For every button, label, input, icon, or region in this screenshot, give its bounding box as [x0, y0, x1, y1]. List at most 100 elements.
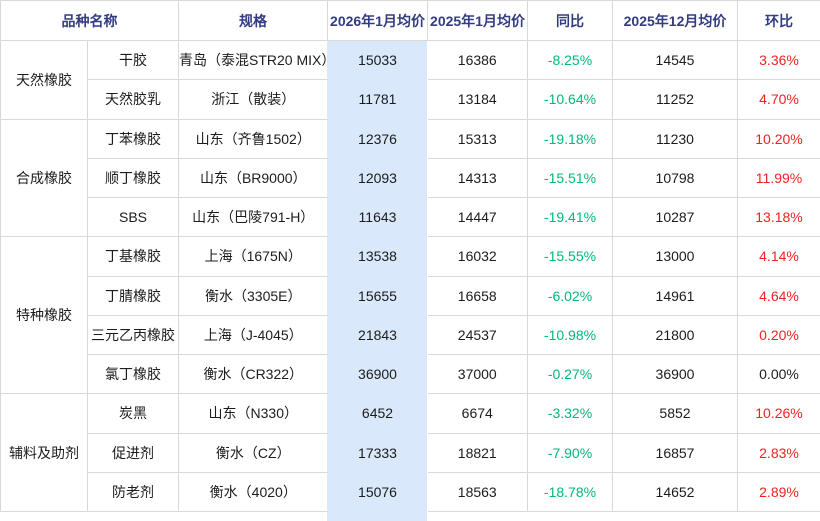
- avg-2026-01-cell: 15033: [327, 39, 428, 80]
- avg-2025-12-cell: 5852: [612, 393, 738, 434]
- avg-2026-01-cell: 21843: [358, 326, 397, 343]
- product-cell: 丁腈橡胶: [87, 275, 179, 316]
- avg-2026-01-cell: 13538: [358, 248, 397, 265]
- table-row: 促进剂 衡水（CZ） 17333 18821 -7.90% 16857 2.83…: [1, 432, 820, 473]
- mom-cell: 2.89%: [737, 471, 820, 513]
- table-row: SBS 山东（巴陵791-H） 11643 14447 -19.41% 1028…: [1, 196, 820, 238]
- avg-2025-12-cell: 36900: [612, 353, 738, 395]
- spec-cell: 上海（1675N）: [178, 236, 328, 277]
- avg-2025-12-cell: 10798: [612, 157, 738, 199]
- col-header-spec: 规格: [178, 0, 328, 41]
- spec-cell: 衡水（CR322）: [178, 353, 328, 395]
- yoy-cell: -18.78%: [527, 471, 613, 513]
- yoy-cell: -15.55%: [527, 236, 613, 277]
- spec-cell: 青岛（泰混STR20 MIX）: [178, 39, 328, 81]
- yoy-cell: -10.64%: [527, 79, 613, 120]
- header-row: 品种名称 规格 2026年1月均价 2025年1月均价 同比 2025年12月均…: [0, 0, 820, 41]
- avg-2025-12-cell: 16857: [612, 432, 738, 473]
- avg-2025-01-cell: 15313: [427, 118, 528, 159]
- mom-cell: 0.00%: [737, 353, 820, 395]
- avg-2025-01-cell: 37000: [427, 353, 528, 395]
- table-row: 丁腈橡胶 衡水（3305E） 15655 16658 -6.02% 14961 …: [1, 275, 820, 316]
- spec-cell: 山东（BR9000）: [178, 157, 328, 199]
- spec-cell: 山东（齐鲁1502）: [178, 118, 328, 159]
- avg-2025-12-cell: 11252: [612, 79, 738, 120]
- avg-2026-01-cell: 36900: [358, 366, 397, 383]
- mom-cell: 4.70%: [737, 79, 820, 120]
- avg-2026-01-cell: 11781: [358, 91, 397, 108]
- yoy-cell: -19.41%: [527, 196, 613, 238]
- col-header-avg-2026-01: 2026年1月均价: [327, 0, 428, 41]
- mom-cell: 13.18%: [737, 196, 820, 238]
- yoy-cell: -8.25%: [527, 39, 613, 81]
- avg-2025-01-cell: 13184: [427, 79, 528, 120]
- col-header-mom: 环比: [737, 0, 820, 41]
- table-row: 天然橡胶 干胶 青岛（泰混STR20 MIX） 15033 16386 -8.2…: [0, 39, 820, 120]
- avg-2026-01-cell: 15076: [358, 483, 397, 500]
- mom-cell: 4.64%: [737, 275, 820, 316]
- mom-cell: 2.83%: [737, 432, 820, 473]
- avg-2025-12-cell: 13000: [612, 236, 738, 277]
- avg-2025-01-cell: 24537: [427, 314, 528, 356]
- spec-cell: 衡水（3305E）: [178, 275, 328, 316]
- product-cell: 促进剂: [87, 432, 179, 473]
- avg-2025-01-cell: 18563: [427, 471, 528, 513]
- group-cell-specialty-rubber: 特种橡胶: [0, 236, 88, 395]
- table-row: 天然胶乳 浙江（散装） 11781 13184 -10.64% 11252 4.…: [1, 79, 820, 120]
- mom-cell: 10.20%: [737, 118, 820, 159]
- avg-2025-01-cell: 14313: [427, 157, 528, 199]
- group-cell-auxiliary-materials: 辅料及助剂: [0, 393, 88, 512]
- product-cell: 炭黑: [87, 393, 179, 434]
- col-header-product-name: 品种名称: [0, 0, 179, 41]
- spec-cell: 山东（N330）: [178, 393, 328, 434]
- highlight-column-2026-band: [327, 40, 427, 521]
- product-cell: SBS: [87, 196, 179, 238]
- avg-2025-12-cell: 14961: [612, 275, 738, 316]
- product-cell: 三元乙丙橡胶: [87, 314, 179, 356]
- mom-cell: 3.36%: [737, 39, 820, 81]
- spec-cell: 上海（J-4045）: [178, 314, 328, 356]
- product-cell: 天然胶乳: [87, 79, 179, 120]
- avg-2026-01-cell: 17333: [358, 444, 397, 461]
- avg-2026-01-cell: 12376: [358, 130, 397, 147]
- yoy-cell: -7.90%: [527, 432, 613, 473]
- avg-2025-01-cell: 6674: [427, 393, 528, 434]
- yoy-cell: -6.02%: [527, 275, 613, 316]
- mom-cell: 4.14%: [737, 236, 820, 277]
- avg-2025-12-cell: 10287: [612, 196, 738, 238]
- table-row: 特种橡胶 丁基橡胶 上海（1675N） 13538 16032 -15.55% …: [0, 236, 820, 395]
- product-cell: 丁基橡胶: [87, 236, 179, 277]
- product-cell: 丁苯橡胶: [87, 118, 179, 159]
- col-header-avg-2025-01: 2025年1月均价: [427, 0, 528, 41]
- yoy-cell: -19.18%: [527, 118, 613, 159]
- table-row: 氯丁橡胶 衡水（CR322） 36900 37000 -0.27% 36900 …: [1, 353, 820, 395]
- avg-2025-01-cell: 16386: [427, 39, 528, 81]
- yoy-cell: -3.32%: [527, 393, 613, 434]
- avg-2025-12-cell: 11230: [612, 118, 738, 159]
- avg-2026-01-cell: 6452: [361, 405, 394, 422]
- spec-cell: 衡水（CZ）: [178, 432, 328, 473]
- mom-cell: 0.20%: [737, 314, 820, 356]
- avg-2025-01-cell: 16658: [427, 275, 528, 316]
- yoy-cell: -15.51%: [527, 157, 613, 199]
- table-row: 防老剂 衡水（4020） 15076 18563 -18.78% 14652 2…: [1, 471, 820, 513]
- product-cell: 氯丁橡胶: [87, 353, 179, 395]
- table-row: 辅料及助剂 炭黑 山东（N330） 6452 6674 -3.32% 5852 …: [0, 393, 820, 512]
- avg-2025-12-cell: 14652: [612, 471, 738, 513]
- avg-2026-01-cell: 15655: [358, 287, 397, 304]
- avg-2025-01-cell: 18821: [427, 432, 528, 473]
- col-header-yoy: 同比: [527, 0, 613, 41]
- product-cell: 顺丁橡胶: [87, 157, 179, 199]
- avg-2025-01-cell: 16032: [427, 236, 528, 277]
- table-row: 三元乙丙橡胶 上海（J-4045） 21843 24537 -10.98% 21…: [1, 314, 820, 356]
- avg-2025-12-cell: 14545: [612, 39, 738, 81]
- product-cell: 防老剂: [87, 471, 179, 513]
- group-cell-synthetic-rubber: 合成橡胶: [0, 118, 88, 238]
- spec-cell: 山东（巴陵791-H）: [178, 196, 328, 238]
- mom-cell: 10.26%: [737, 393, 820, 434]
- table-row: 顺丁橡胶 山东（BR9000） 12093 14313 -15.51% 1079…: [1, 157, 820, 199]
- yoy-cell: -0.27%: [527, 353, 613, 395]
- avg-2025-12-cell: 21800: [612, 314, 738, 356]
- group-cell-natural-rubber: 天然橡胶: [0, 40, 88, 120]
